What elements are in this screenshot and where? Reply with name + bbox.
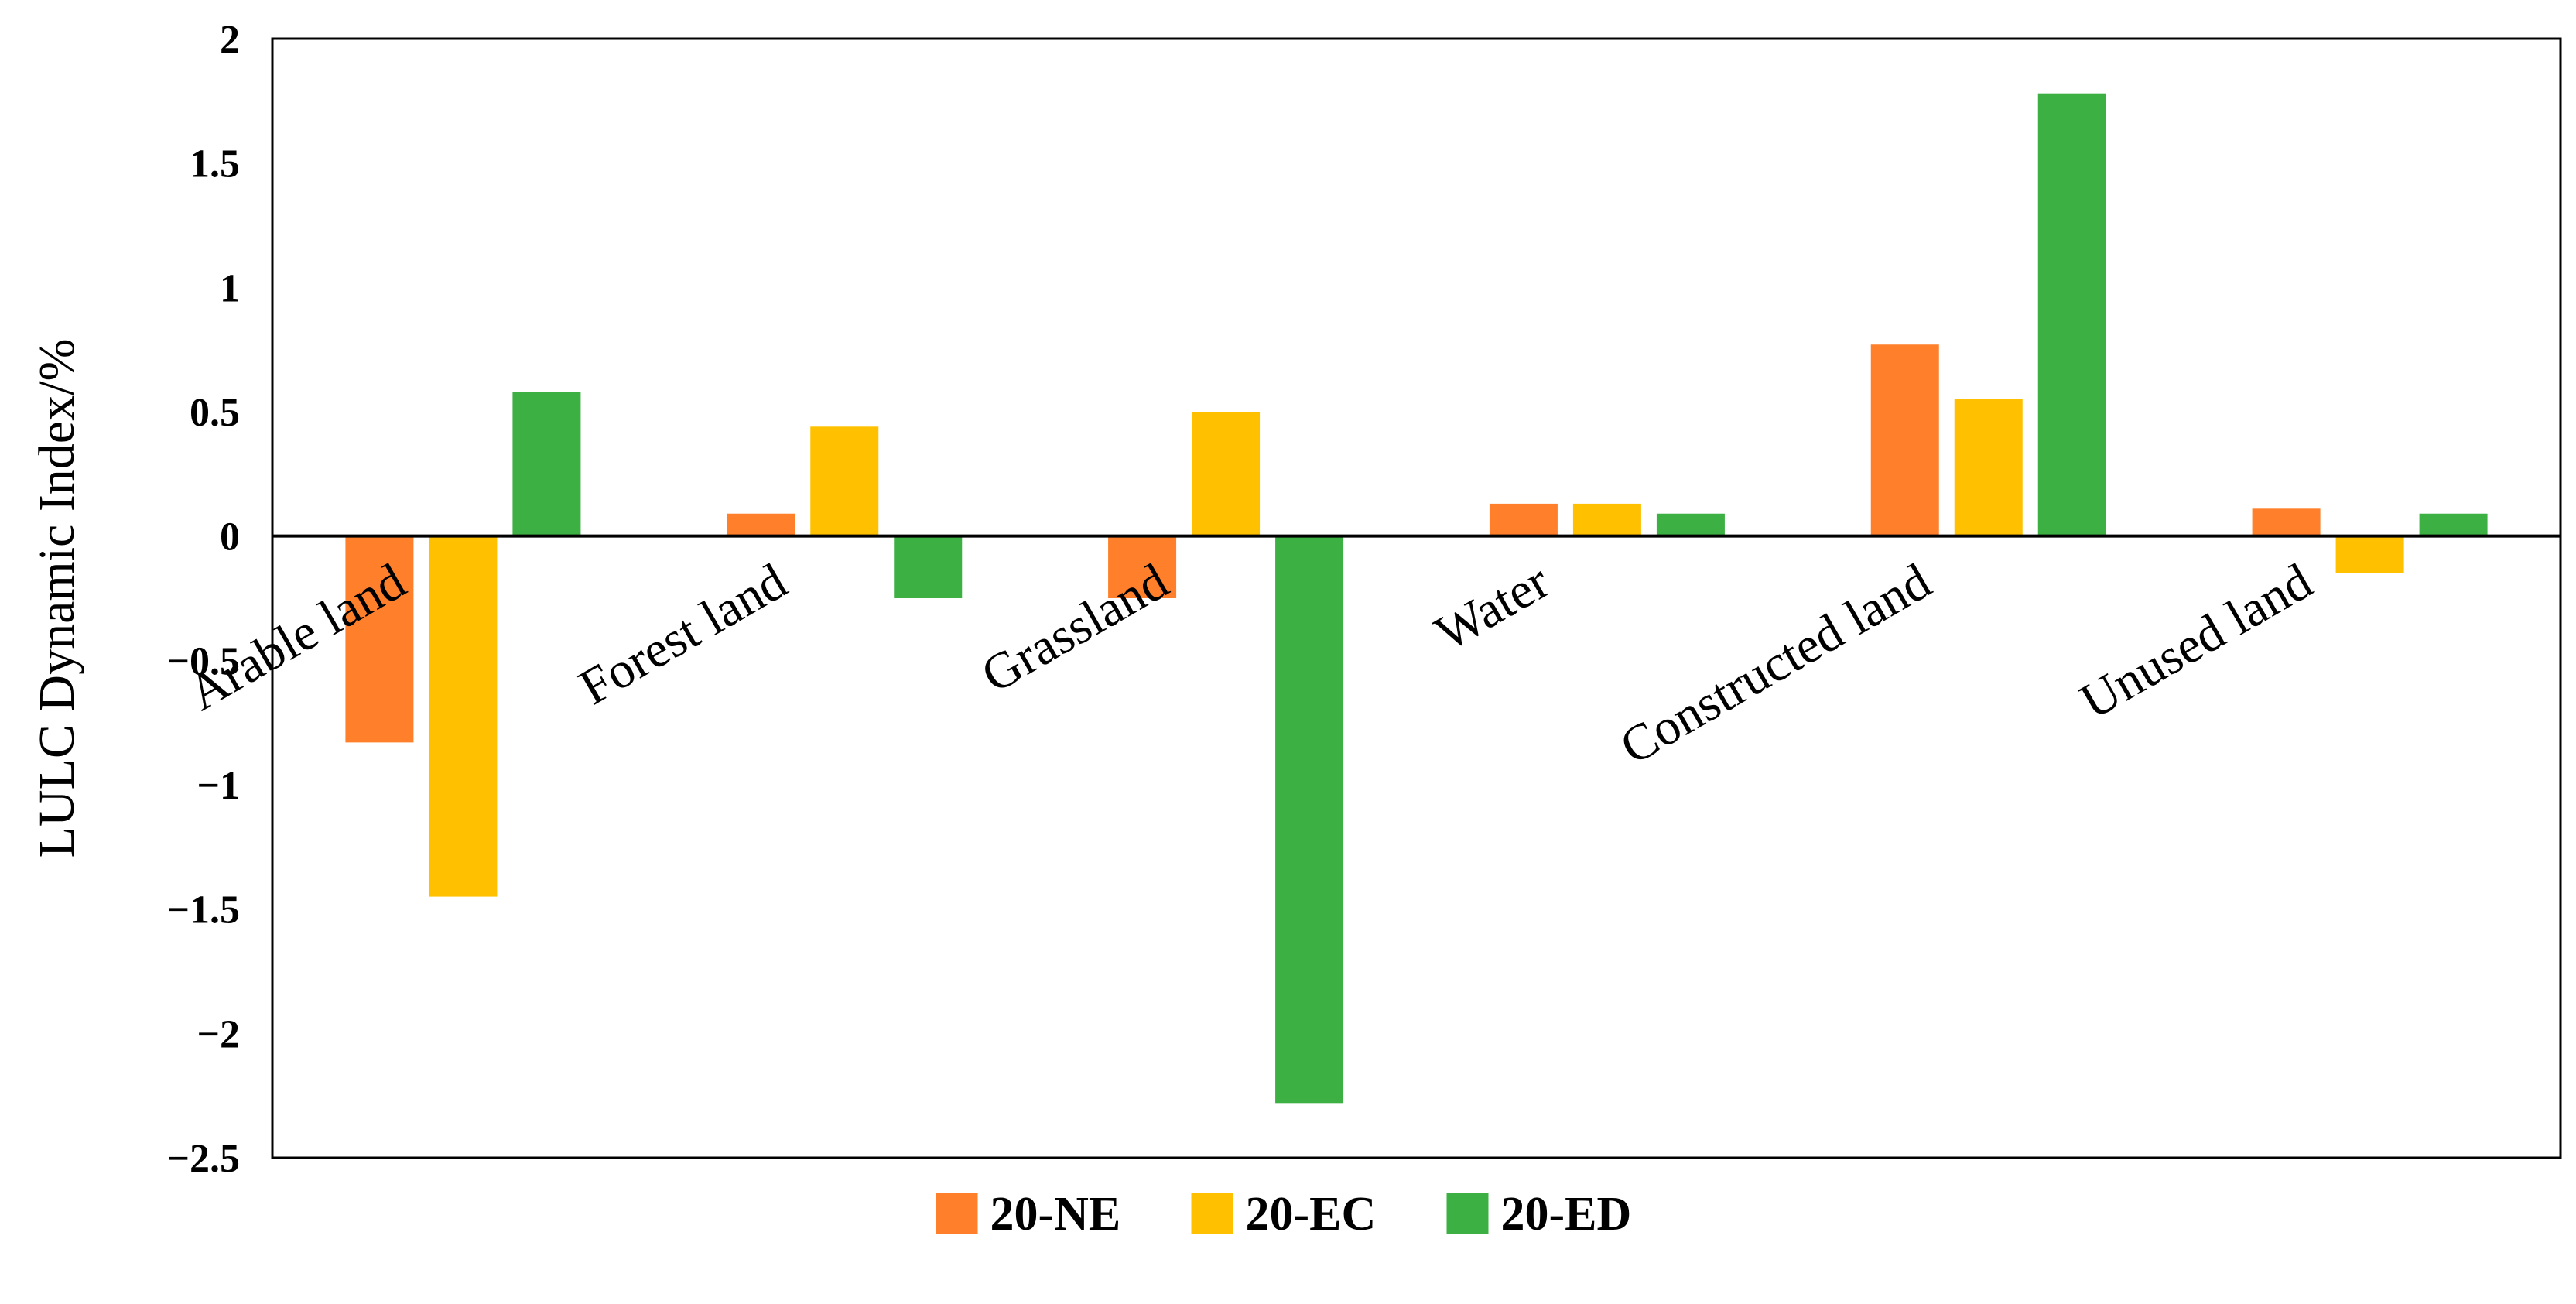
legend-swatch: [1446, 1193, 1489, 1234]
bar-20-ed-constructed-land: [2037, 93, 2106, 536]
category-label: Water: [1426, 553, 1559, 662]
plot-area: [271, 37, 2562, 1159]
y-tick-label: 1: [220, 266, 240, 310]
category-label: Forest land: [570, 553, 796, 716]
bar-20-ed-unused-land: [2419, 513, 2488, 536]
bar-20-ne-forest-land: [727, 513, 795, 536]
bar-20-ed-water: [1656, 513, 1725, 536]
bar-20-ec-constructed-land: [1954, 399, 2023, 536]
bars-group: [345, 93, 2488, 1104]
category-label: Constructed land: [1611, 553, 1940, 775]
bar-20-ec-unused-land: [2335, 536, 2404, 573]
bar-20-ne-arable-land: [345, 536, 414, 743]
bar-20-ne-grassland: [1108, 536, 1177, 598]
y-tick-label: −1: [197, 764, 240, 808]
category-label: Unused land: [2071, 553, 2321, 730]
bar-20-ed-arable-land: [512, 392, 581, 536]
legend-label: 20-NE: [990, 1188, 1121, 1241]
y-tick-label: 0.5: [190, 391, 240, 435]
bar-20-ec-grassland: [1192, 412, 1261, 536]
category-labels-group: Arable land Forest land Grassland Water Cons…: [179, 553, 2321, 775]
bar-20-ed-grassland: [1275, 536, 1344, 1104]
y-tick-label: −2.5: [166, 1137, 240, 1181]
bar-20-ne-unused-land: [2252, 508, 2321, 536]
y-tick-label: 0: [220, 515, 240, 560]
bar-20-ec-water: [1572, 503, 1641, 536]
bar-20-ec-forest-land: [810, 426, 879, 536]
legend-label: 20-ED: [1501, 1188, 1632, 1241]
legend-swatch: [936, 1193, 978, 1234]
y-ticks-group: 2 1.5 1 0.5 0 −0.5 −1 −1.5 −2 −2.5: [166, 18, 240, 1181]
bar-20-ne-constructed-land: [1870, 344, 1939, 536]
category-label: Grassland: [973, 553, 1178, 703]
y-tick-label: −2: [197, 1012, 240, 1056]
y-tick-label: 2: [220, 18, 240, 62]
legend-swatch: [1191, 1193, 1233, 1234]
y-axis-label: LULC Dynamic Index/%: [29, 339, 85, 858]
legend-label: 20-EC: [1246, 1188, 1377, 1241]
y-tick-label: −1.5: [166, 888, 240, 933]
legend: 20-NE 20-EC 20-ED: [936, 1188, 1632, 1241]
y-tick-label: 1.5: [190, 142, 240, 187]
y-tick-label: −0.5: [166, 639, 240, 683]
bar-20-ne-water: [1489, 503, 1558, 536]
bar-20-ed-forest-land: [894, 536, 963, 598]
bar-20-ec-arable-land: [429, 536, 498, 897]
